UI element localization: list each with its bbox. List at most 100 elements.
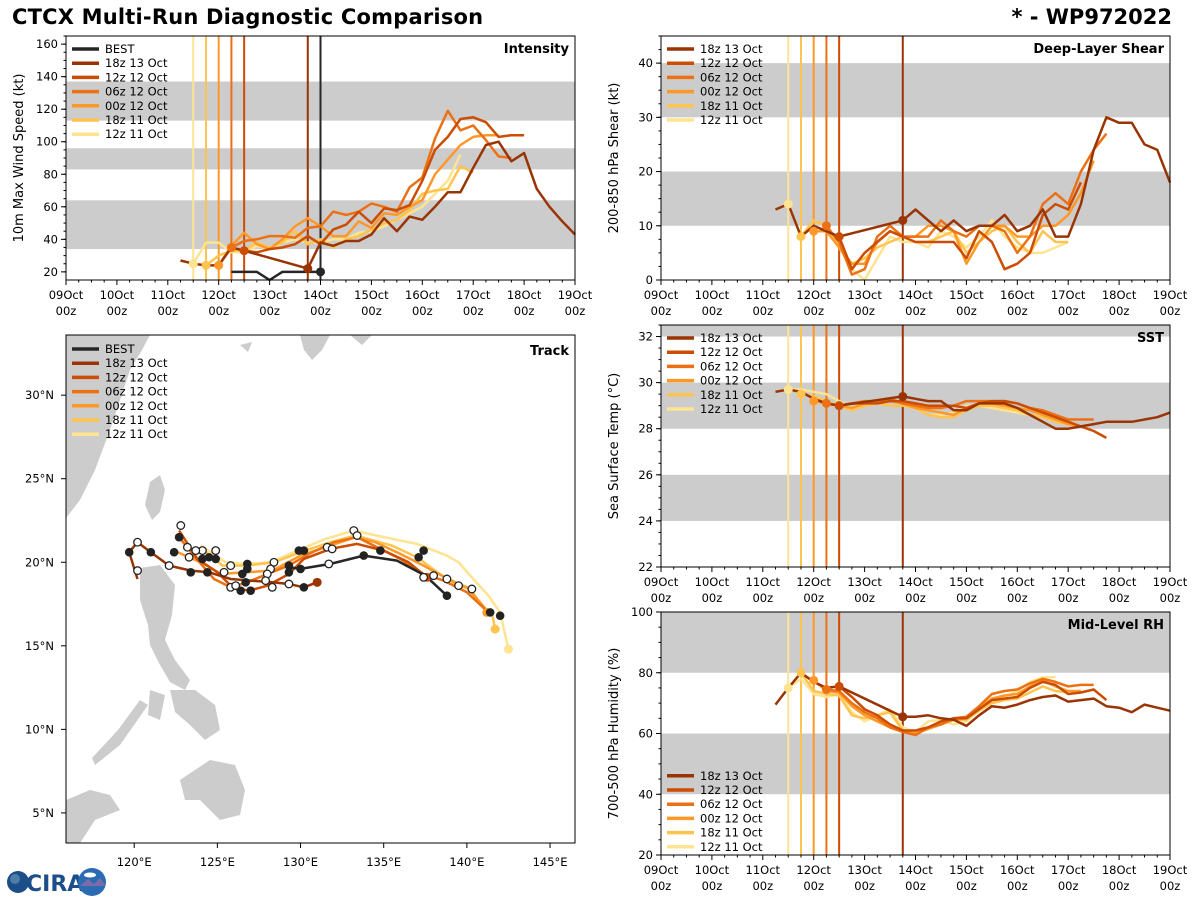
track-point-open [267, 582, 277, 592]
track-point-filled [284, 561, 294, 570]
init-marker [239, 246, 249, 256]
x-tick-label: 18Oct [1102, 288, 1137, 302]
init-marker [783, 199, 793, 209]
init-marker [796, 389, 806, 399]
legend-label: BEST [105, 42, 135, 56]
land-borneo [66, 790, 120, 843]
track-point-filled [485, 608, 495, 617]
legend-label: 00z 12 Oct [700, 811, 763, 825]
x-tick-label: 12Oct [796, 288, 831, 302]
track-point-filled [299, 583, 309, 592]
x-tick-label: 14Oct [898, 288, 933, 302]
x-tick-label: 00z [107, 304, 128, 318]
y-tick-label: 20 [43, 265, 58, 279]
y-tick-label: 5°N [32, 806, 54, 820]
y-tick-label: 40 [638, 787, 653, 801]
x-tick-label: 00z [854, 591, 875, 605]
land-visayas [148, 690, 220, 740]
x-tick-label: 16Oct [1000, 288, 1035, 302]
shaded-band [661, 474, 1170, 521]
storm-id: * - WP972022 [1011, 5, 1172, 29]
track-point-filled [169, 547, 179, 557]
legend-label: 06z 12 Oct [105, 85, 168, 99]
track-point-open [164, 561, 174, 571]
init-marker [226, 242, 236, 252]
legend-label: 12z 11 Oct [700, 402, 763, 416]
y-axis-label: Sea Surface Temp (°C) [607, 373, 622, 520]
y-tick-label: 20 [638, 848, 653, 862]
x-tick-label: 140°E [449, 855, 484, 869]
init-marker [821, 221, 831, 231]
x-tick-label: 17Oct [1051, 863, 1086, 877]
track-point-filled [198, 554, 207, 564]
land-luzon [140, 565, 190, 690]
x-tick-label: 11Oct [151, 288, 186, 302]
init-marker [303, 264, 313, 274]
init-marker [316, 267, 325, 277]
track-point-open [133, 537, 142, 547]
x-tick-label: 09Oct [49, 288, 84, 302]
track-point-filled [294, 546, 304, 555]
cira-logo: CIRA [4, 866, 109, 898]
x-tick-label: 15Oct [354, 288, 389, 302]
x-tick-label: 16Oct [1000, 575, 1035, 589]
track-point-filled [414, 552, 423, 562]
x-tick-label: 00z [956, 591, 977, 605]
x-tick-label: 12Oct [201, 288, 236, 302]
track-point-open [429, 571, 439, 581]
panel-rh: 09Oct 00z 10Oct 00z 11Oct 00z 12Oct 00z 13Oct 00z… [607, 605, 1188, 893]
shaded-band [661, 612, 1170, 673]
init-marker [809, 675, 819, 685]
x-tick-label: 00z [1109, 304, 1130, 318]
y-tick-label: 60 [43, 200, 58, 214]
series-line [774, 671, 1171, 728]
init-marker [809, 396, 819, 406]
init-marker [796, 668, 806, 678]
init-marker [821, 398, 831, 408]
x-tick-label: 17Oct [1051, 575, 1086, 589]
x-tick-label: 18Oct [507, 288, 542, 302]
init-marker [898, 391, 908, 401]
series-line [192, 154, 462, 265]
legend-label: 18z 13 Oct [700, 42, 763, 56]
track-axes: 120°E 125°E 130°E 135°E 140°E 145°E 5°N 10°N 15°… [25, 334, 576, 869]
track-point-filled [238, 569, 247, 579]
track-point-open [219, 567, 229, 577]
legend-label: 12z 12 Oct [700, 56, 763, 70]
x-tick-label: 00z [1007, 879, 1028, 893]
track-point-open [133, 566, 142, 576]
y-tick-label: 0 [646, 273, 653, 287]
x-tick-label: 09Oct [644, 575, 679, 589]
init-marker [201, 260, 211, 270]
x-tick-label: 00z [56, 304, 77, 318]
track-point-filled [284, 567, 294, 577]
series-line [838, 680, 1108, 732]
x-tick-label: 15Oct [949, 288, 984, 302]
y-tick-label: 24 [638, 514, 653, 528]
legend-label: 18z 13 Oct [700, 331, 763, 345]
panel-shear: 09Oct 00z 10Oct 00z 11Oct 00z 12Oct 00z 13Oct 00z… [607, 35, 1188, 318]
track-point-open [442, 574, 452, 584]
y-tick-label: 25°N [25, 472, 54, 486]
x-tick-label: 10Oct [695, 863, 730, 877]
legend-label: 12z 12 Oct [700, 345, 763, 359]
x-tick-label: 00z [565, 304, 586, 318]
track-point-open [327, 544, 337, 554]
x-tick-label: 13Oct [252, 288, 287, 302]
x-tick-label: 09Oct [644, 863, 679, 877]
track-point-open [352, 531, 362, 540]
x-tick-label: 00z [956, 304, 977, 318]
x-tick-label: 00z [1160, 591, 1181, 605]
track-point-open [467, 584, 477, 594]
track-point-filled [495, 611, 505, 621]
legend-label: 12z 12 Oct [105, 370, 168, 384]
x-tick-label: 19Oct [558, 288, 593, 302]
x-tick-label: 00z [1058, 304, 1079, 318]
legend-label: 18z 11 Oct [700, 826, 763, 840]
y-tick-label: 60 [638, 727, 653, 741]
land-mass [66, 335, 372, 843]
legend-label: 18z 13 Oct [105, 56, 168, 70]
y-tick-label: 15°N [25, 639, 54, 653]
track-point-filled [359, 551, 369, 560]
x-tick-label: 00z [1058, 879, 1079, 893]
